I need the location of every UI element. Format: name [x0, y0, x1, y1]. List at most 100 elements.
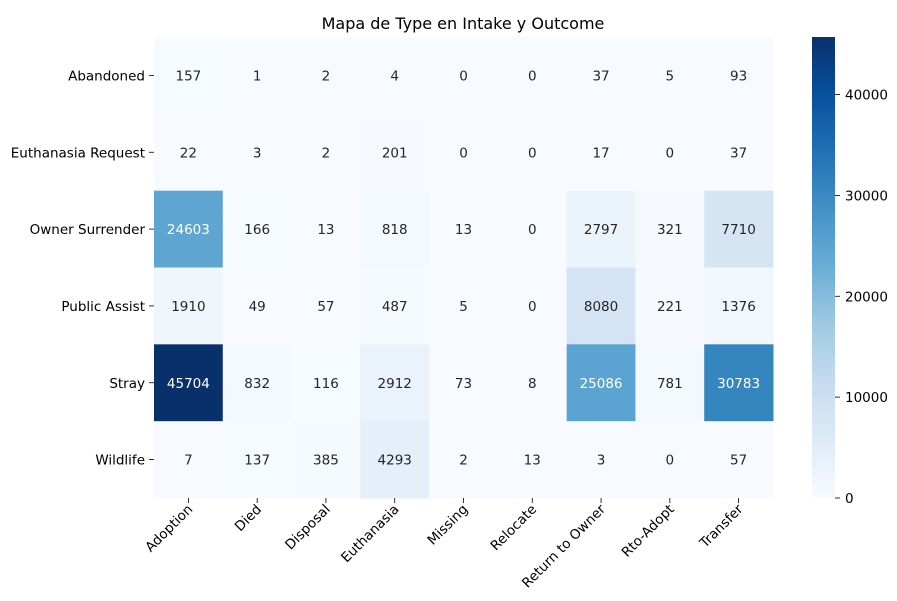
cell-value-label: 8080 — [584, 299, 618, 315]
cell-value-label: 157 — [175, 68, 201, 84]
cell-value-label: 0 — [459, 145, 468, 161]
colorbar-tick-label: 10000 — [845, 390, 888, 406]
cell-value-label: 0 — [528, 222, 537, 238]
heatmap-cell — [704, 37, 774, 115]
heatmap-cell — [566, 344, 636, 422]
heatmap-cell — [222, 421, 293, 499]
heatmap-cell — [497, 37, 568, 115]
cell-value-label: 2912 — [378, 376, 412, 392]
heatmap-cell — [497, 344, 568, 422]
heatmap-cell — [291, 113, 361, 192]
y-tick-label: Abandoned — [68, 68, 145, 84]
heatmap-cell — [429, 421, 499, 499]
cell-value-label: 7 — [184, 453, 193, 469]
cell-value-label: 137 — [244, 453, 270, 469]
cell-value-label: 2 — [322, 68, 331, 84]
colorbar-tick-label: 0 — [845, 491, 854, 507]
cell-value-label: 0 — [528, 68, 537, 84]
heatmap-cell — [154, 37, 224, 115]
cell-value-label: 1376 — [721, 299, 755, 315]
x-tick-label: Died — [232, 502, 265, 535]
cell-value-label: 57 — [317, 299, 334, 315]
x-tick-label: Disposal — [282, 502, 334, 554]
x-tick-label: Euthanasia — [338, 502, 402, 566]
cell-value-label: 0 — [459, 68, 468, 84]
cell-value-label: 0 — [666, 145, 675, 161]
cell-value-label: 2 — [322, 145, 331, 161]
heatmap-cell — [635, 344, 705, 422]
x-axis-tick-labels: Adoption Died Disposal Euthanasia Missing Rel… — [142, 498, 747, 591]
heatmap-cell — [566, 190, 636, 268]
x-tick-label: Rto-Adopt — [619, 502, 678, 561]
cell-value-label: 7710 — [721, 222, 755, 238]
heatmap-cell — [360, 113, 430, 192]
cell-value-label: 57 — [730, 453, 747, 469]
heatmap-cell — [360, 267, 430, 345]
heatmap-cell — [566, 37, 636, 115]
cell-value-label: 4 — [390, 68, 399, 84]
chart-title: Mapa de Type en Intake y Outcome — [322, 14, 605, 33]
heatmap-cell — [360, 190, 430, 268]
heatmap-cell — [291, 344, 361, 422]
cell-value-label: 201 — [382, 145, 408, 161]
heatmap-cell — [154, 421, 224, 499]
cell-value-label: 166 — [244, 222, 270, 238]
cell-value-label: 25086 — [580, 376, 623, 392]
colorbar: 0 10000 20000 30000 40000 — [812, 37, 888, 507]
heatmap-cell — [429, 113, 499, 192]
heatmap-cell — [566, 421, 636, 499]
cell-value-label: 2797 — [584, 222, 618, 238]
heatmap-cell — [360, 37, 430, 115]
cell-value-label: 321 — [657, 222, 683, 238]
y-tick-label: Stray — [109, 376, 145, 392]
heatmap-cell — [635, 37, 705, 115]
cell-value-label: 1910 — [171, 299, 205, 315]
cell-value-label: 8 — [528, 376, 537, 392]
colorbar-tick-label: 40000 — [845, 88, 888, 104]
cell-value-label: 4293 — [378, 453, 412, 469]
cell-value-label: 45704 — [167, 376, 210, 392]
cell-value-label: 221 — [657, 299, 683, 315]
heatmap-cell — [704, 267, 774, 345]
y-axis-tick-labels: Abandoned Euthanasia Request Owner Surrend… — [11, 68, 154, 469]
cell-value-label: 17 — [592, 145, 609, 161]
colorbar-tick-label: 30000 — [845, 188, 888, 204]
heatmap-cell — [222, 113, 293, 192]
cell-value-label: 5 — [459, 299, 468, 315]
heatmap-cell — [704, 113, 774, 192]
cell-value-label: 73 — [455, 376, 472, 392]
cell-value-label: 0 — [666, 453, 675, 469]
heatmap-cell — [497, 113, 568, 192]
colorbar-gradient — [812, 37, 835, 498]
cell-value-label: 5 — [666, 68, 675, 84]
cell-value-label: 49 — [249, 299, 266, 315]
x-tick-label: Missing — [424, 502, 471, 549]
heatmap-cell — [566, 267, 636, 345]
heatmap-cell — [429, 37, 499, 115]
heatmap-cell — [635, 267, 705, 345]
cell-value-label: 1 — [253, 68, 262, 84]
cell-value-label: 385 — [313, 453, 339, 469]
cell-value-label: 487 — [382, 299, 408, 315]
x-tick-label: Adoption — [142, 502, 196, 556]
y-tick-label: Euthanasia Request — [11, 145, 145, 161]
cell-value-label: 3 — [597, 453, 606, 469]
heatmap-cell — [429, 190, 499, 268]
cell-value-label: 37 — [730, 145, 747, 161]
cell-value-label: 30783 — [717, 376, 760, 392]
heatmap-cell — [154, 267, 224, 345]
heatmap-cell — [154, 190, 224, 268]
cell-value-label: 0 — [528, 145, 537, 161]
heatmap-cell — [222, 37, 293, 115]
heatmap-cell — [497, 190, 568, 268]
y-tick-label: Public Assist — [61, 299, 145, 315]
heatmap-cell — [635, 190, 705, 268]
cell-value-label: 818 — [382, 222, 408, 238]
heatmap-cell — [704, 344, 774, 422]
heatmap-cell — [154, 113, 224, 192]
heatmap-cell — [429, 344, 499, 422]
cell-value-label: 93 — [730, 68, 747, 84]
heatmap-cell — [154, 344, 224, 422]
